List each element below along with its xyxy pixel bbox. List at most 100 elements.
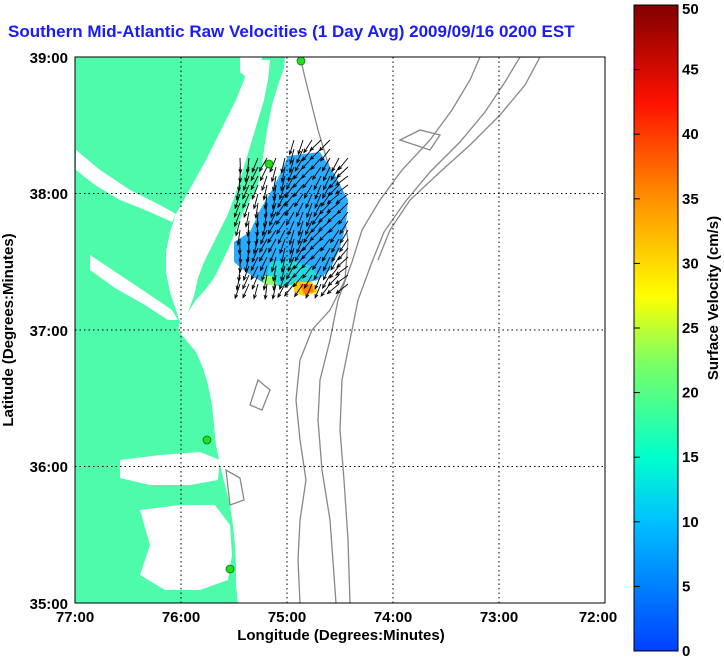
- velocity-arrow-head: [320, 292, 325, 298]
- velocity-arrow-head: [322, 266, 327, 272]
- chesapeake-bay: [166, 60, 270, 322]
- velocity-arrow: [336, 166, 349, 178]
- velocity-arrow: [260, 256, 268, 271]
- station-marker: [225, 564, 235, 574]
- velocity-arrow: [286, 211, 295, 226]
- velocity-arrow: [301, 247, 313, 260]
- velocity-arrow: [323, 256, 331, 271]
- x-tick-label: 75:00: [268, 609, 306, 626]
- velocity-arrow: [297, 229, 304, 245]
- velocity-arrow: [302, 175, 313, 189]
- velocity-arrow: [309, 148, 322, 160]
- velocity-arrow-head: [288, 240, 293, 246]
- velocity-arrow-head: [261, 186, 266, 192]
- velocity-arrow: [289, 238, 295, 254]
- velocity-arrow-head: [321, 166, 326, 172]
- velocity-arrow: [264, 193, 268, 209]
- velocity-region: [234, 152, 348, 286]
- x-tick-label: 77:00: [56, 609, 94, 626]
- velocity-arrow: [305, 283, 313, 298]
- velocity-arrow: [304, 274, 313, 289]
- velocity-arrow: [271, 256, 277, 272]
- velocity-arrow-head: [237, 250, 242, 256]
- velocity-arrow: [338, 211, 349, 225]
- velocity-arrow: [314, 184, 322, 199]
- velocity-arrow: [320, 148, 331, 162]
- velocity-arrow: [321, 247, 331, 262]
- velocity-arrow: [264, 202, 268, 218]
- velocity-field: [234, 152, 348, 296]
- velocity-arrow: [330, 229, 340, 243]
- velocity-arrow-head: [313, 275, 318, 281]
- velocity-arrow-head: [305, 230, 309, 236]
- velocity-arrow-head: [287, 230, 292, 236]
- velocity-arrow: [289, 247, 295, 263]
- velocity-arrow: [296, 148, 304, 163]
- velocity-arrow: [279, 238, 286, 254]
- velocity-arrow: [310, 247, 322, 260]
- velocity-arrow: [269, 247, 277, 263]
- velocity-arrow: [272, 265, 277, 281]
- velocity-arrow: [250, 175, 259, 190]
- velocity-arrow: [313, 265, 322, 280]
- velocity-arrow: [287, 256, 295, 272]
- velocity-arrow-head: [322, 194, 327, 200]
- velocity-arrow-head: [301, 156, 307, 162]
- velocity-arrow: [277, 193, 286, 208]
- velocity-arrow-head: [251, 257, 256, 263]
- velocity-arrow: [320, 283, 331, 297]
- velocity-arrow-head: [313, 212, 318, 218]
- y-tick-label: 39:00: [30, 50, 68, 67]
- velocity-arrow-head: [276, 229, 281, 235]
- velocity-arrow-head: [284, 283, 289, 289]
- velocity-arrow-head: [322, 284, 327, 290]
- velocity-arrow: [289, 148, 295, 164]
- velocity-arrow: [287, 220, 295, 235]
- velocity-arrow-head: [288, 150, 293, 156]
- velocity-arrow-head: [289, 159, 294, 165]
- velocity-arrow: [284, 193, 295, 207]
- velocity-arrow: [255, 229, 259, 245]
- velocity-arrow: [321, 157, 331, 172]
- radar-stations: [202, 57, 306, 574]
- velocity-arrow-head: [250, 185, 255, 191]
- velocity-arrow-head: [253, 249, 257, 255]
- velocity-arrow: [275, 211, 286, 225]
- velocity-arrow-head: [276, 211, 281, 217]
- velocity-arrow: [331, 247, 340, 262]
- colorbar-label: Surface Velocity (cm/s): [705, 216, 722, 380]
- velocity-arrow: [273, 184, 277, 200]
- velocity-arrow-head: [297, 231, 302, 237]
- velocity-arrow: [339, 238, 349, 252]
- velocity-arrow-head: [261, 231, 266, 237]
- velocity-arrow: [264, 283, 268, 299]
- x-axis-label: Longitude (Degrees:Minutes): [237, 627, 445, 644]
- velocity-arrow: [233, 202, 241, 218]
- velocity-arrow: [286, 265, 295, 280]
- velocity-arrow: [319, 229, 331, 241]
- velocity-arrow-head: [284, 201, 289, 207]
- velocity-arrow-head: [335, 289, 341, 295]
- velocity-arrow-head: [251, 284, 256, 290]
- x-tick-label: 73:00: [480, 609, 518, 626]
- velocity-arrow-head: [322, 176, 327, 182]
- velocity-arrow-head: [301, 264, 306, 269]
- map-title: Southern Mid-Atlantic Raw Velocities (1 …: [8, 22, 575, 41]
- velocity-arrow: [237, 229, 241, 245]
- velocity-arrow-head: [321, 256, 326, 262]
- velocity-arrow-head: [337, 255, 343, 261]
- velocity-arrow: [292, 265, 304, 278]
- velocity-arrow-head: [331, 167, 336, 173]
- velocity-arrow: [293, 184, 304, 197]
- colorbar-tick-label: 15: [682, 449, 699, 466]
- x-tick-label: 76:00: [162, 609, 200, 626]
- velocity-arrow-head: [238, 268, 243, 274]
- velocity-arrow-head: [287, 176, 292, 182]
- velocity-arrow-head: [303, 238, 308, 244]
- velocity-arrow: [243, 265, 250, 281]
- velocity-arrow-head: [323, 185, 327, 191]
- velocity-arrow-head: [292, 192, 298, 198]
- velocity-arrow: [298, 220, 304, 236]
- velocity-arrow: [322, 274, 331, 289]
- delaware-bay: [240, 57, 262, 80]
